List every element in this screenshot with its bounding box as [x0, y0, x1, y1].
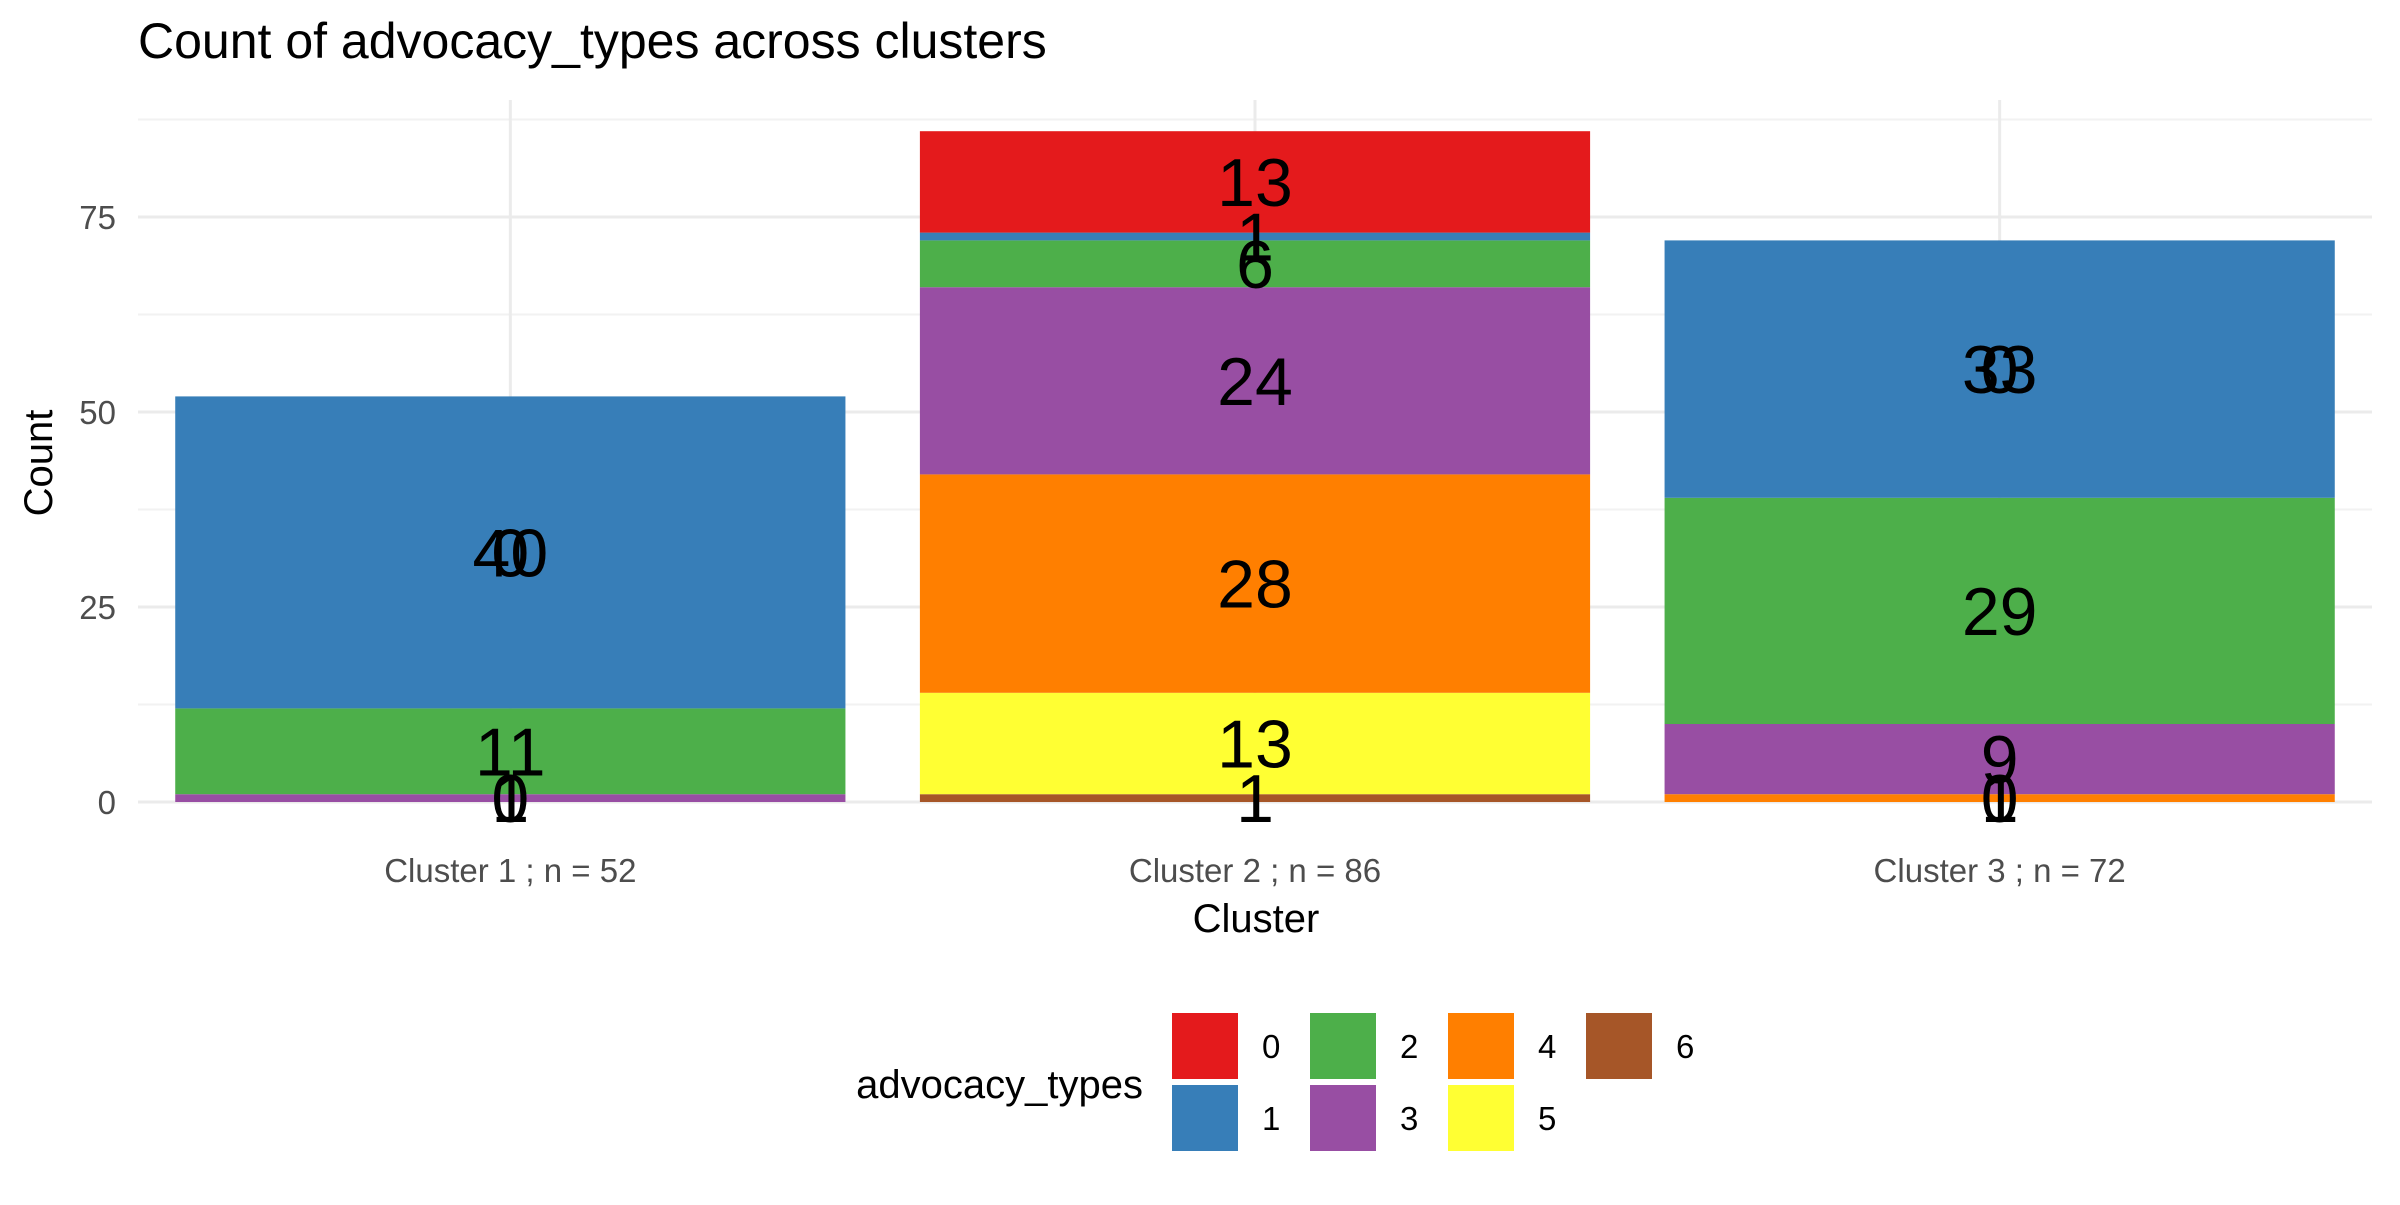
legend-items: 0 1 2 3 4 5 6 [1172, 1013, 1694, 1151]
legend-label: 1 [1262, 1100, 1280, 1137]
x-tick-label: Cluster 1 ; n = 52 [384, 852, 636, 889]
axes-layer: 0 25 50 75 Cluster 1 ; n = 52 Cluster 2 ; n =… [79, 199, 2126, 889]
legend-key [1310, 1085, 1376, 1151]
legend-item: 3 [1310, 1085, 1418, 1151]
bar-value-label: 0 [491, 761, 529, 837]
bar-value-label: 1 [1981, 761, 2019, 837]
legend: advocacy_types 0 1 2 3 4 5 6 [856, 1013, 1694, 1151]
bar-segment [919, 692, 1591, 795]
bar-segment [919, 474, 1591, 693]
chart-title: Count of advocacy_types across clusters [138, 13, 1047, 69]
y-tick-label: 75 [79, 199, 116, 236]
legend-label: 6 [1676, 1028, 1694, 1065]
bar-value-label: 1 [1236, 761, 1274, 837]
bar-segment [175, 794, 846, 802]
legend-item: 1 [1172, 1085, 1280, 1151]
bar-value-label: 1 [491, 761, 529, 837]
bar-value-label: 0 [491, 515, 529, 591]
legend-key [1448, 1085, 1514, 1151]
bar-segment [175, 708, 846, 795]
bar-segment [919, 131, 1591, 233]
bar-value-label: 11 [475, 714, 546, 790]
bar-value-label: 9 [1981, 722, 2019, 798]
bar-value-label: 13 [1217, 145, 1293, 221]
bar-value-label: 6 [1236, 227, 1274, 303]
x-tick-label: Cluster 2 ; n = 86 [1129, 852, 1381, 889]
x-axis-title: Cluster [1193, 897, 1320, 941]
legend-key [1172, 1013, 1238, 1079]
bar-segment [1664, 794, 2335, 802]
y-axis-title: Count [17, 410, 61, 517]
legend-key [1448, 1013, 1514, 1079]
legend-item: 5 [1448, 1085, 1556, 1151]
legend-item: 6 [1586, 1013, 1694, 1079]
bar-value-label: 1 [1236, 200, 1274, 276]
bar-segment [919, 240, 1591, 288]
bar-value-label: 13 [1217, 707, 1293, 783]
bar-value-label: 28 [1217, 547, 1293, 623]
bar-value-label: 0 [1981, 332, 2019, 408]
y-tick-label: 50 [79, 394, 116, 431]
bar-value-label: 40 [473, 515, 549, 591]
legend-label: 2 [1400, 1028, 1418, 1065]
bar-segment [1664, 497, 2335, 724]
bar-segment [919, 232, 1591, 241]
bars-layer [175, 131, 2335, 802]
bar-segment [175, 396, 846, 709]
legend-key [1586, 1013, 1652, 1079]
bar-segment [1664, 724, 2335, 795]
bar-segment [919, 287, 1591, 475]
y-tick-label: 0 [98, 784, 116, 821]
legend-item: 0 [1172, 1013, 1280, 1079]
legend-key [1172, 1085, 1238, 1151]
bar-value-label: 24 [1217, 344, 1293, 420]
legend-label: 3 [1400, 1100, 1418, 1137]
legend-key [1310, 1013, 1376, 1079]
legend-item: 2 [1310, 1013, 1418, 1079]
bar-segment [919, 794, 1591, 802]
bar-value-label: 0 [1981, 761, 2019, 837]
x-tick-label: Cluster 3 ; n = 72 [1874, 852, 2126, 889]
legend-item: 4 [1448, 1013, 1556, 1079]
y-tick-label: 25 [79, 589, 116, 626]
bar-value-label: 33 [1962, 332, 2038, 408]
legend-title: advocacy_types [856, 1063, 1143, 1107]
legend-label: 5 [1538, 1100, 1556, 1137]
bar-value-label: 29 [1962, 574, 2038, 650]
legend-label: 4 [1538, 1028, 1556, 1065]
legend-label: 0 [1262, 1028, 1280, 1065]
bar-segment [1664, 240, 2335, 498]
